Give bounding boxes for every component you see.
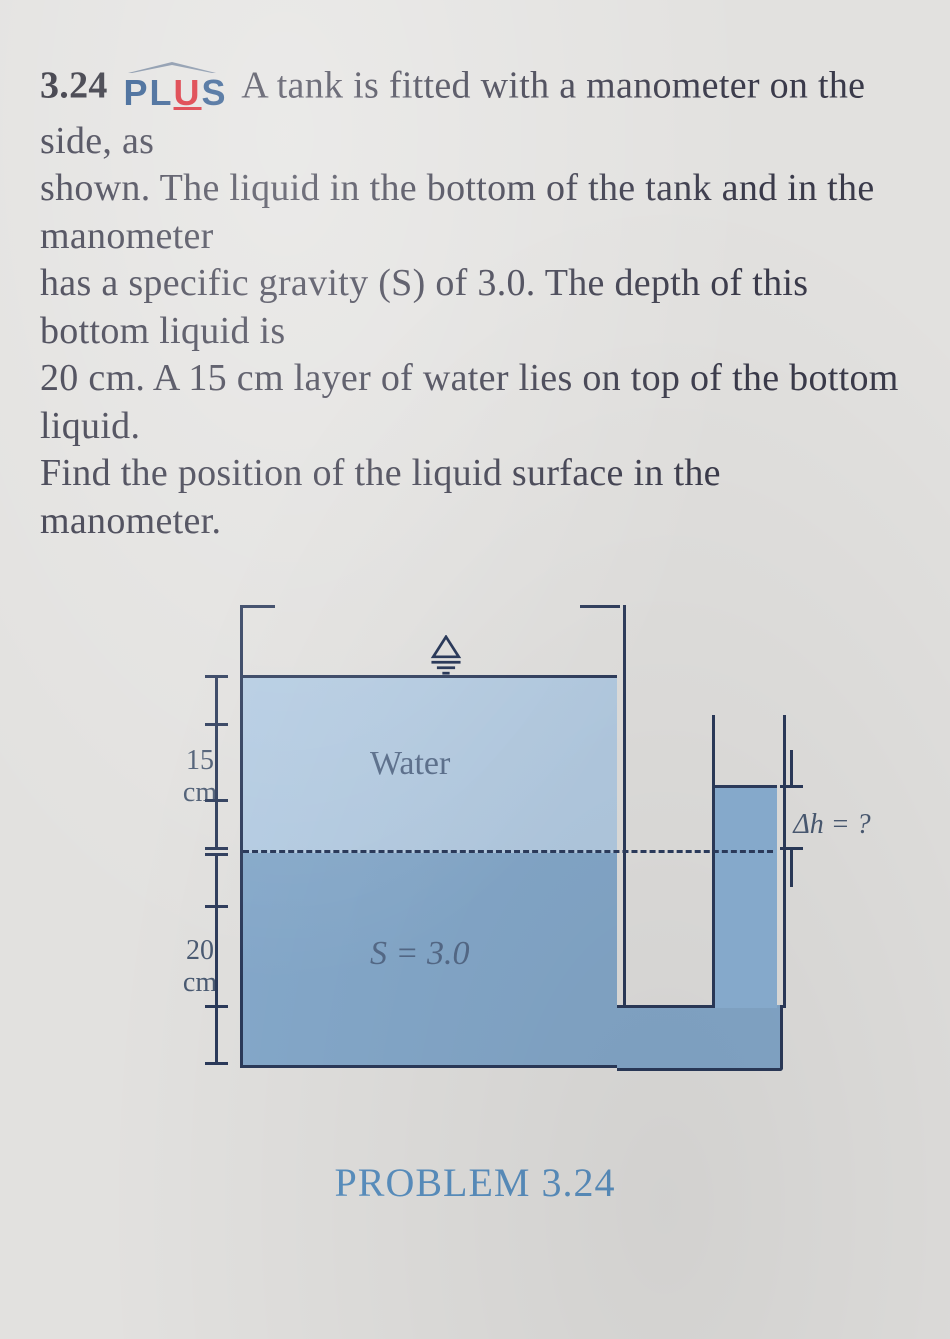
pt-line2: shown. The liquid in the bottom of the t… [40,167,875,257]
manometer-elbow [775,1005,783,1071]
tank-diagram: Water S = 3.0 15 cm 20 cm Δh = ? [180,585,820,1125]
dim-20-tick-m2 [205,1005,228,1008]
specific-gravity-label: S = 3.0 [370,935,469,973]
plus-letter-p: P [124,72,150,113]
dim-15-vline [215,675,218,850]
pt-line4: 20 cm. A 15 cm layer of water lies on to… [40,357,899,447]
problem-statement: 3.24 PLUS A tank is fitted with a manome… [40,60,910,545]
problem-number: 3.24 [40,64,108,106]
dim-20-vline [215,853,218,1065]
dim-15-tick-m1 [205,723,228,726]
dim-dh-vline-top [790,750,793,788]
pt-line3: has a specific gravity (S) of 3.0. The d… [40,262,808,352]
dim-15-tick-m2 [205,799,228,802]
figure-caption: PROBLEM 3.24 [335,1159,616,1206]
manometer-surface [715,785,777,788]
dim-20-tick-m1 [205,905,228,908]
dim-20-tick-top [205,853,228,856]
page: 3.24 PLUS A tank is fitted with a manome… [0,0,950,1339]
manometer-fluid [715,785,777,1008]
dim-20cm-label: 20 cm [170,935,230,999]
free-surface-icon [416,635,476,675]
figure: Water S = 3.0 15 cm 20 cm Δh = ? PROBLEM… [40,585,910,1206]
dim-15-tick-bot [205,847,228,850]
pt-line5: Find the position of the liquid surface … [40,452,721,542]
plus-badge: PLUS [124,60,228,118]
dim-dh-vline-bot [790,847,793,887]
plus-letter-s: S [202,72,228,113]
tank-lip-right [580,605,620,608]
tank-lip-left [240,605,275,608]
plus-letter-l: L [150,72,174,113]
liquid-interface-line [243,850,773,853]
problem-text-block: 3.24 PLUS A tank is fitted with a manome… [40,60,910,545]
dim-15-tick-top [205,675,228,678]
plus-word: PLUS [124,72,228,113]
plus-letter-u: U [174,72,202,113]
dim-20-tick-bot [205,1062,228,1065]
manometer-connector [617,1005,777,1071]
water-label: Water [370,745,450,783]
delta-h-label: Δh = ? [792,809,872,841]
